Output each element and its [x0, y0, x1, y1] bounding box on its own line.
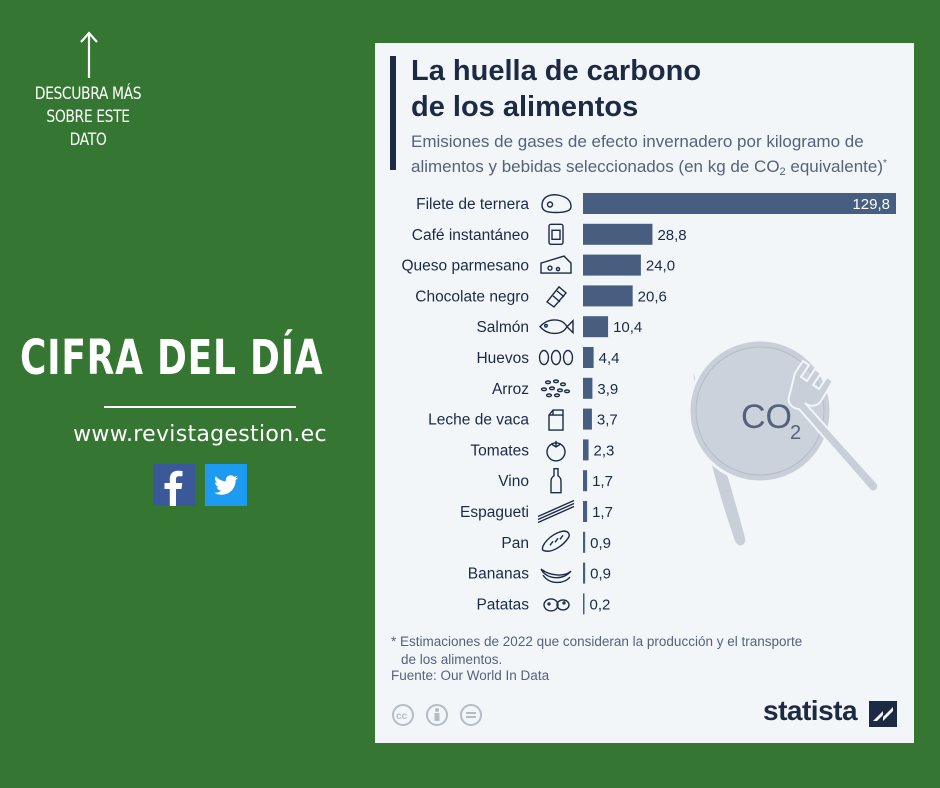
subtitle-subscript: 2 [779, 166, 786, 178]
cheese-icon [540, 255, 572, 274]
bar [583, 285, 633, 307]
headline: CIFRA DEL DÍA [20, 330, 324, 386]
bar [583, 470, 588, 492]
value-label: 20,6 [638, 288, 667, 305]
footnote: * Estimaciones de 2022 que consideran la… [391, 633, 851, 669]
discover-line-1: DESCUBRA MÁS [34, 84, 142, 104]
category-label: Leche de vaca [428, 412, 529, 429]
eggs-icon [538, 349, 574, 366]
statista-logo[interactable]: statista [763, 695, 858, 726]
chart-subtitle: Emisiones de gases de efecto invernadero… [411, 131, 901, 183]
category-label: Huevos [476, 350, 529, 367]
bar [583, 593, 585, 615]
footnote-line-1: * Estimaciones de 2022 que consideran la… [391, 634, 803, 649]
category-label: Pan [501, 535, 529, 552]
chocolate-bar-icon [545, 285, 567, 308]
potatoes-icon [543, 598, 570, 612]
value-label: 0,2 [590, 596, 611, 613]
category-label: Queso parmesano [401, 258, 529, 275]
title-line-1: La huella de carbono [411, 55, 702, 87]
fish-icon [539, 319, 574, 335]
category-label: Chocolate negro [415, 288, 529, 305]
value-label: 10,4 [613, 319, 642, 336]
subtitle-line-2-post: equivalente) [785, 157, 884, 176]
source-text: Fuente: Our World In Data [391, 668, 550, 683]
bar-chart: CO 2 Filete de ternera 129,8 Café instantá… [401, 193, 896, 615]
bar [583, 316, 609, 338]
facebook-icon[interactable] [153, 464, 195, 506]
value-label: 0,9 [590, 535, 611, 552]
bar [583, 223, 653, 245]
category-label: Patatas [476, 596, 529, 613]
rice-icon [540, 379, 571, 398]
value-label: 24,0 [646, 258, 675, 275]
discover-line-2: SOBRE ESTE [46, 107, 130, 127]
value-label: 28,8 [657, 227, 686, 244]
value-label: 0,9 [590, 566, 611, 583]
value-label: 2,3 [594, 442, 615, 459]
discover-more-text[interactable]: DESCUBRA MÁS SOBRE ESTE DATO [31, 83, 146, 152]
twitter-icon[interactable] [205, 464, 247, 506]
milk-carton-icon [548, 409, 564, 431]
discover-line-3: DATO [69, 130, 107, 150]
spaghetti-icon [537, 499, 575, 524]
bar [583, 193, 896, 214]
website-link[interactable]: www.revistagestion.ec [73, 422, 327, 447]
plate-co2-text: CO [741, 398, 792, 436]
category-label: Filete de ternera [416, 196, 529, 213]
bar [583, 408, 592, 430]
creative-commons-icon[interactable]: cc [391, 703, 491, 727]
category-label: Salmón [476, 319, 529, 336]
bar [583, 562, 586, 584]
wine-bottle-icon [550, 468, 562, 494]
coffee-jar-icon [548, 223, 564, 246]
bar [583, 377, 593, 399]
bar [583, 501, 588, 522]
subtitle-line-2-pre: alimentos y bebidas seleccionados (en kg… [411, 157, 780, 176]
value-label: 1,7 [592, 473, 613, 490]
value-label: 129,8 [852, 196, 890, 213]
value-label: 3,9 [597, 381, 618, 398]
chart-title: La huella de carbono de los alimentos [411, 53, 771, 125]
subtitle-footnote-mark: * [883, 158, 887, 169]
bar [583, 347, 594, 368]
title-accent-bar [390, 56, 396, 170]
steak-icon [541, 194, 572, 214]
svg-text:cc: cc [396, 711, 408, 722]
bar [583, 439, 589, 461]
plate-fork-knife-icon: CO 2 [687, 338, 879, 546]
plate-co2-subscript: 2 [790, 422, 801, 444]
category-label: Bananas [468, 566, 529, 583]
bananas-icon [540, 568, 572, 584]
category-label: Arroz [492, 381, 529, 398]
category-label: Espagueti [460, 504, 529, 521]
bar [583, 254, 641, 276]
value-label: 1,7 [592, 504, 613, 521]
category-label: Vino [498, 473, 529, 490]
infographic-card: La huella de carbono de los alimentos Em… [375, 43, 914, 743]
title-line-2: de los alimentos [411, 91, 639, 123]
value-label: 3,7 [597, 412, 618, 429]
tomato-icon [546, 440, 566, 462]
subtitle-line-1: Emisiones de gases de efecto invernadero… [411, 132, 864, 151]
category-label: Café instantáneo [412, 227, 529, 244]
bar [583, 531, 586, 553]
up-arrow-icon [80, 31, 98, 78]
footnote-line-2: de los alimentos. [401, 652, 503, 667]
value-label: 4,4 [599, 350, 620, 367]
statista-logo-icon [869, 701, 897, 727]
divider [104, 406, 296, 408]
bread-icon [541, 530, 570, 552]
category-label: Tomates [470, 442, 529, 459]
